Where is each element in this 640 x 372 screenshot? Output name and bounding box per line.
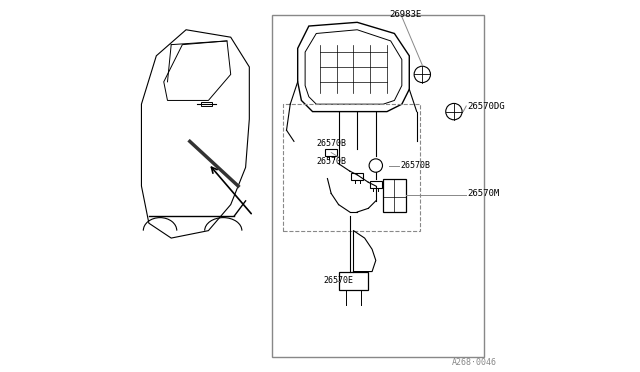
Text: 26570B: 26570B [400,161,430,170]
Bar [283,104,420,231]
Text: 26570DG: 26570DG [467,102,504,110]
Bar [351,173,363,180]
Bar [201,102,212,106]
Text: 26983E: 26983E [389,10,421,19]
Bar [383,179,406,212]
Bar [271,15,484,357]
Bar [339,272,369,290]
Text: 26570E: 26570E [324,276,354,285]
Text: 26570M: 26570M [467,189,499,198]
Bar [370,180,381,188]
Text: 26570B: 26570B [316,139,346,148]
Text: 26570B: 26570B [316,157,346,166]
Bar [325,149,337,156]
Text: A268·0046: A268·0046 [452,358,497,367]
